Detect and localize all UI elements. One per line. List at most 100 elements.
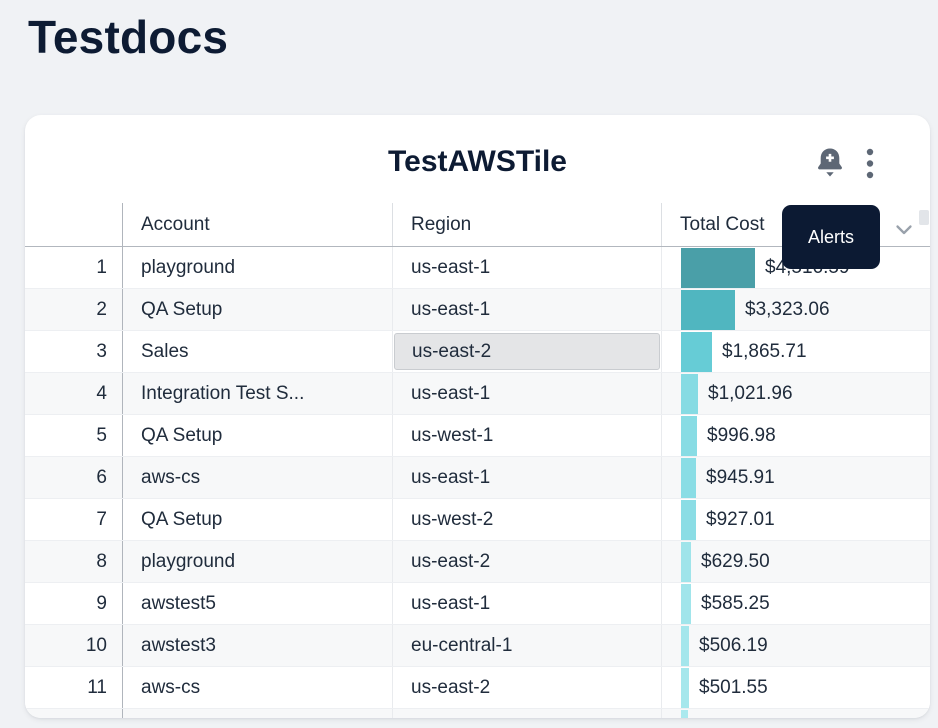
total-cost-cell[interactable]: $585.25 (661, 583, 930, 624)
cost-value: $945.91 (706, 466, 775, 488)
row-number-cell: 8 (96, 550, 107, 572)
total-cost-cell[interactable]: $1,865.71 (661, 331, 930, 372)
row-number-cell: 3 (96, 340, 107, 362)
row-number-cell: 1 (96, 256, 107, 278)
table-row[interactable]: 9 awstest5 us-east-1 $585.25 (25, 583, 930, 625)
region-cell[interactable]: us-east-1 (392, 247, 661, 288)
table-row[interactable]: 3 Sales us-east-2 $1,865.71 (25, 331, 930, 373)
tile-card: TestAWSTile Account Region (25, 115, 930, 718)
cost-value: $927.01 (706, 508, 775, 530)
region-cell[interactable]: us-east-2 (392, 541, 661, 582)
row-number-cell: 4 (96, 382, 107, 404)
tile-menu-button[interactable] (866, 148, 874, 179)
add-alert-button[interactable] (816, 147, 844, 180)
table-row[interactable]: 4 Integration Test S... us-east-1 $1,021… (25, 373, 930, 415)
account-cell[interactable]: QA Setup (122, 499, 392, 540)
alerts-tooltip: Alerts (782, 205, 880, 269)
account-cell[interactable]: Integration Test S... (122, 373, 392, 414)
cost-value: $585.25 (701, 592, 770, 614)
region-cell[interactable]: us-east-2 (392, 667, 661, 708)
region-cell[interactable]: eu-central-1 (392, 625, 661, 666)
account-cell[interactable]: QA Setup (122, 415, 392, 456)
region-cell[interactable]: us-east-1 (392, 289, 661, 330)
region-cell (392, 709, 661, 718)
total-cost-cell[interactable]: $501.55 (661, 667, 930, 708)
table-row[interactable]: 5 QA Setup us-west-1 $996.98 (25, 415, 930, 457)
table-row[interactable]: 2 QA Setup us-east-1 $3,323.06 (25, 289, 930, 331)
table-body: 1 playground us-east-1 $4,516.59 2 QA Se… (25, 247, 930, 709)
total-cost-cell[interactable]: $3,323.06 (661, 289, 930, 330)
table-scrollbar-thumb[interactable] (919, 210, 929, 225)
table-header-row: Account Region Total Cost (25, 203, 930, 247)
total-cost-cell[interactable]: $945.91 (661, 457, 930, 498)
region-cell[interactable]: us-west-1 (392, 415, 661, 456)
cost-bar (681, 289, 735, 330)
cost-table: Account Region Total Cost 1 playground u… (25, 203, 930, 718)
tile-toolbar (816, 147, 874, 180)
tooltip-label: Alerts (807, 226, 854, 247)
cost-bar (681, 247, 755, 288)
table-row[interactable]: 8 playground us-east-2 $629.50 (25, 541, 930, 583)
total-cost-cell[interactable]: $1,021.96 (661, 373, 930, 414)
column-header-region[interactable]: Region (392, 203, 661, 246)
column-header-label: Total Cost (680, 213, 765, 235)
table-row-partial (25, 709, 930, 718)
cost-value: $501.55 (699, 676, 768, 698)
row-number-cell: 5 (96, 424, 107, 446)
region-cell[interactable]: us-west-2 (392, 499, 661, 540)
cost-bar (681, 499, 696, 540)
chevron-down-icon[interactable] (892, 218, 916, 242)
account-cell[interactable]: aws-cs (122, 457, 392, 498)
row-number-cell: 7 (96, 508, 107, 530)
cost-bar (681, 625, 689, 666)
region-cell[interactable]: us-east-1 (392, 583, 661, 624)
row-number-cell (25, 709, 122, 718)
cost-value: $506.19 (699, 634, 768, 656)
cost-bar (681, 457, 696, 498)
account-cell[interactable]: playground (122, 541, 392, 582)
cost-value: $1,021.96 (708, 382, 793, 404)
account-cell[interactable]: aws-cs (122, 667, 392, 708)
row-number-cell: 9 (96, 592, 107, 614)
region-cell[interactable]: us-east-2 (392, 331, 661, 372)
total-cost-cell[interactable]: $629.50 (661, 541, 930, 582)
kebab-menu-icon (866, 148, 874, 179)
cost-value: $629.50 (701, 550, 770, 572)
tile-title: TestAWSTile (388, 145, 567, 178)
page-title: Testdocs (28, 11, 229, 63)
account-cell[interactable]: awstest3 (122, 625, 392, 666)
cost-bar (681, 710, 688, 718)
row-number-cell: 2 (96, 298, 107, 320)
cost-bar (681, 331, 712, 372)
table-row[interactable]: 10 awstest3 eu-central-1 $506.19 (25, 625, 930, 667)
cost-bar (681, 583, 691, 624)
row-number-cell: 10 (85, 634, 107, 656)
column-header-account[interactable]: Account (122, 203, 392, 246)
total-cost-cell[interactable]: $506.19 (661, 625, 930, 666)
table-row[interactable]: 11 aws-cs us-east-2 $501.55 (25, 667, 930, 709)
table-row[interactable]: 7 QA Setup us-west-2 $927.01 (25, 499, 930, 541)
column-header-label: Account (141, 213, 210, 235)
row-number-cell: 6 (96, 466, 107, 488)
account-cell[interactable]: Sales (122, 331, 392, 372)
header-row-number-cell (25, 203, 122, 246)
account-cell[interactable]: playground (122, 247, 392, 288)
region-cell[interactable]: us-east-1 (392, 373, 661, 414)
account-cell (122, 709, 392, 718)
cost-bar (681, 667, 689, 708)
cost-bar (681, 541, 691, 582)
column-header-total-cost[interactable]: Total Cost (661, 203, 930, 246)
cost-value: $1,865.71 (722, 340, 807, 362)
region-cell[interactable]: us-east-1 (392, 457, 661, 498)
account-cell[interactable]: awstest5 (122, 583, 392, 624)
cost-value: $3,323.06 (745, 298, 830, 320)
account-cell[interactable]: QA Setup (122, 289, 392, 330)
total-cost-cell[interactable]: $927.01 (661, 499, 930, 540)
total-cost-cell[interactable]: $996.98 (661, 415, 930, 456)
bell-plus-icon (818, 148, 842, 177)
cost-bar (681, 373, 698, 414)
row-number-cell: 11 (87, 676, 107, 698)
table-row[interactable]: 6 aws-cs us-east-1 $945.91 (25, 457, 930, 499)
table-row[interactable]: 1 playground us-east-1 $4,516.59 (25, 247, 930, 289)
cost-bar (681, 415, 697, 456)
